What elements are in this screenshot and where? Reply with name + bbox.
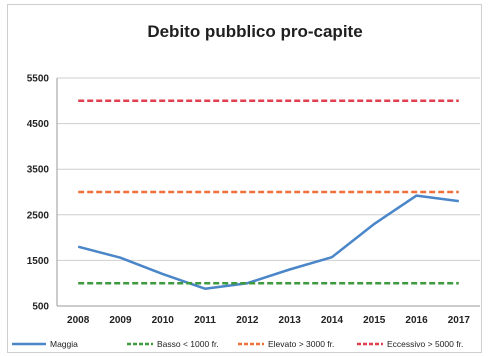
x-tick-label: 2013 [279,315,302,326]
x-tick-label: 2010 [152,315,175,326]
y-tick-label: 1500 [27,256,50,267]
x-tick-label: 2012 [236,315,259,326]
x-tick-label: 2008 [67,315,90,326]
legend-label: Elevato > 3000 fr. [268,339,334,349]
legend-label: Eccessivo > 5000 fr. [387,339,463,349]
legend: Maggia Basso < 1000 fr. Elevato > 3000 fr.… [12,339,463,349]
y-tick-labels: 500 1500 2500 3500 4500 5500 [27,74,50,313]
y-tick-label: 5500 [27,74,50,85]
legend-label: Basso < 1000 fr. [157,339,219,349]
x-tick-label: 2011 [194,315,216,326]
legend-label: Maggia [50,339,78,349]
x-tick-labels: 2008 2009 2010 2011 2012 2013 2014 2015 2016 2017 [67,315,470,326]
x-tick-label: 2015 [363,315,386,326]
y-tick-label: 2500 [27,210,50,221]
y-tick-label: 3500 [27,165,50,176]
chart-frame [7,4,482,353]
chart-title: Debito pubblico pro-capite [147,22,362,41]
x-tick-label: 2009 [109,315,132,326]
y-tick-label: 500 [32,302,49,313]
x-tick-label: 2014 [321,315,344,326]
series-line-0 [77,194,459,290]
series-lines [77,99,459,290]
x-tick-label: 2016 [405,315,428,326]
y-tick-label: 4500 [27,119,50,130]
x-tick-label: 2017 [448,315,471,326]
